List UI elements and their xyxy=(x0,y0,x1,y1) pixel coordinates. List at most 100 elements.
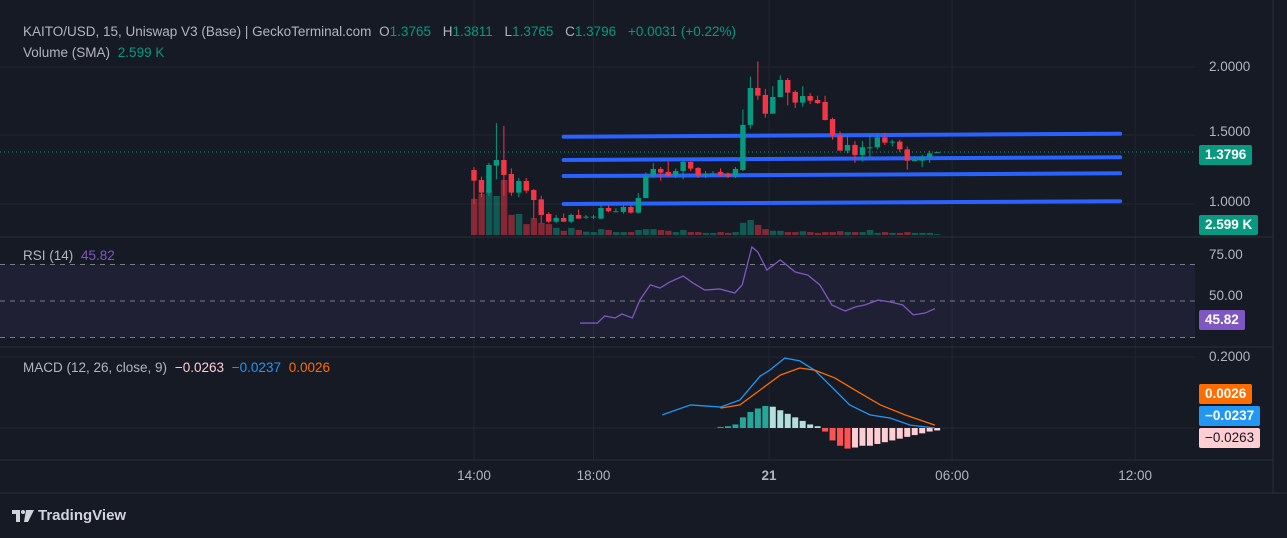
close-value: 1.3796 xyxy=(574,24,617,39)
candle-body xyxy=(471,170,477,181)
candle-body xyxy=(710,173,716,175)
volume-bar xyxy=(635,229,642,235)
macd-legend[interactable]: MACD (12, 26, close, 9) −0.0263 −0.0237 … xyxy=(23,360,334,375)
volume-bar xyxy=(881,232,889,235)
candle-body xyxy=(568,214,574,222)
candle-body xyxy=(501,160,507,175)
trend-line-drawings[interactable] xyxy=(561,131,1123,206)
candle-body xyxy=(508,173,515,193)
candle-body xyxy=(605,207,612,212)
macd-histogram-bar xyxy=(919,428,926,434)
volume-bar xyxy=(919,232,926,235)
candle-body xyxy=(658,168,664,173)
volume-bar xyxy=(515,214,523,235)
volume-bar xyxy=(777,230,784,235)
volume-bar xyxy=(904,232,911,235)
candle-body xyxy=(628,207,634,213)
tradingview-logo[interactable]: TradingView xyxy=(12,507,126,524)
macd-histogram-bar xyxy=(799,420,806,428)
volume-bar xyxy=(553,227,560,235)
volume-legend[interactable]: Volume (SMA) 2.599 K xyxy=(23,45,168,60)
volume-bar xyxy=(657,229,665,235)
signal-badge: 0.0026 xyxy=(1199,384,1253,404)
candle-body xyxy=(672,170,679,177)
volume-bar xyxy=(926,232,934,235)
macd-histogram-bar xyxy=(829,428,836,441)
volume-bar xyxy=(851,232,859,235)
candle-body xyxy=(702,173,709,175)
rsi-tick: 75.00 xyxy=(1209,247,1243,262)
candle-body xyxy=(897,141,903,150)
macd-badge: −0.0237 xyxy=(1199,406,1261,426)
volume-bar xyxy=(814,232,822,235)
volume-bar xyxy=(807,232,814,235)
volume-bar xyxy=(762,229,769,235)
time-tick: 18:00 xyxy=(576,468,611,483)
volume-bar xyxy=(837,231,844,235)
candle-body xyxy=(829,119,836,136)
macd-histogram-bar xyxy=(747,412,754,428)
volume-bar xyxy=(866,229,874,235)
high-label: H xyxy=(442,24,453,39)
macd-histogram-bar xyxy=(911,428,918,436)
candle-body xyxy=(859,147,866,155)
candle-body xyxy=(732,168,739,177)
price-tick: 2.0000 xyxy=(1209,59,1251,74)
volume-bar xyxy=(583,231,590,235)
candle-body xyxy=(553,217,559,222)
volume-bar xyxy=(493,195,500,235)
candle-body xyxy=(785,80,791,93)
volume-bars xyxy=(471,179,941,235)
macd-histogram-bar xyxy=(822,428,829,432)
time-tick: 14:00 xyxy=(457,468,491,483)
candle-body xyxy=(575,214,582,219)
candle-body xyxy=(531,190,537,201)
brand-name: TradingView xyxy=(38,507,127,524)
rsi-pane xyxy=(0,245,1195,338)
time-tick: 06:00 xyxy=(935,468,969,483)
macd-histogram-bar xyxy=(717,426,724,428)
candle-body xyxy=(590,216,597,218)
volume-label: Volume (SMA) xyxy=(23,45,111,60)
volume-bar xyxy=(859,232,866,235)
candle-body xyxy=(620,207,627,212)
volume-bar xyxy=(478,193,485,235)
volume-bar xyxy=(627,232,635,235)
candle-body xyxy=(755,87,761,96)
macd-pane xyxy=(0,356,1195,449)
rsi-legend[interactable]: RSI (14) 45.82 xyxy=(23,248,119,263)
macd-histogram-bar xyxy=(934,428,941,431)
candle-body xyxy=(695,167,701,176)
volume-bar xyxy=(710,232,717,235)
volume-bar xyxy=(792,232,799,235)
change-value: +0.0031 (+0.22%) xyxy=(627,24,737,39)
volume-bar xyxy=(680,229,687,235)
close-label: C xyxy=(565,24,575,39)
candle-body xyxy=(867,147,873,149)
macd-histogram-bar xyxy=(851,428,858,448)
volume-bar xyxy=(560,230,568,235)
candle-body xyxy=(919,157,925,161)
macd-histogram-bar xyxy=(784,413,791,428)
volume-bar xyxy=(784,232,792,235)
candle-body xyxy=(598,207,604,219)
candle-body xyxy=(882,137,888,143)
time-tick: 21 xyxy=(761,468,777,483)
rsi-tick: 50.00 xyxy=(1209,288,1243,303)
candle-body xyxy=(874,137,881,148)
volume-bar xyxy=(523,224,530,235)
macd-histogram-bar xyxy=(732,424,739,428)
volume-bar xyxy=(605,229,612,235)
volume-bar xyxy=(642,229,650,235)
candle-body xyxy=(635,197,642,213)
horizontal-line-drawing xyxy=(561,155,1123,163)
macd-histogram-bar xyxy=(896,428,903,439)
volume-bar xyxy=(844,232,851,235)
candle-body xyxy=(523,180,529,191)
volume-bar xyxy=(695,232,702,235)
volume-bar xyxy=(620,232,627,235)
volume-bar xyxy=(575,229,582,235)
macd-histogram-bar xyxy=(792,417,799,428)
